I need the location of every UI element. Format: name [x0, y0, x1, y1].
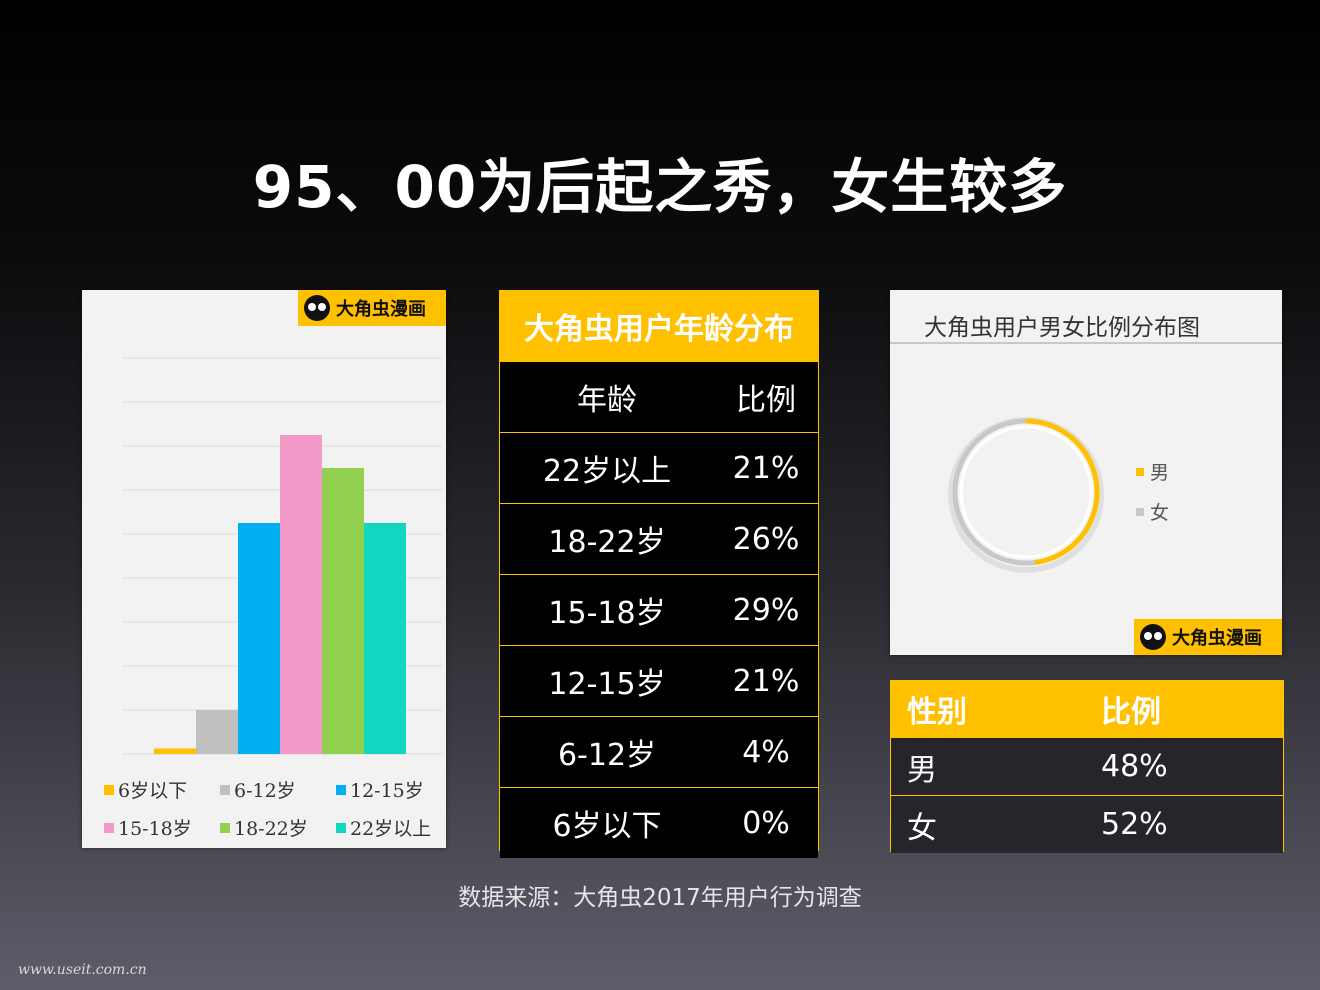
- gender-cell: 男: [907, 752, 937, 788]
- age-table-title: 大角虫用户年龄分布: [500, 291, 818, 361]
- table-row: 男 48%: [891, 737, 1283, 795]
- bar: [364, 523, 406, 754]
- bar: [196, 710, 238, 754]
- ratio-cell: 29%: [732, 592, 800, 628]
- table-row: 6岁以下 0%: [500, 787, 818, 858]
- brand-logo: 大角虫漫画: [1134, 619, 1282, 655]
- gender-table-header-row: 性别 比例: [891, 681, 1283, 737]
- pie-legend-item: 男: [1136, 458, 1169, 485]
- table-row: 12-15岁 21%: [500, 645, 818, 716]
- ratio-cell: 52%: [1101, 807, 1168, 842]
- legend-item: 6-12岁: [220, 776, 336, 803]
- bug-logo-icon: [304, 295, 330, 321]
- legend-item: 6岁以下: [104, 776, 220, 803]
- header-age: 年龄: [577, 383, 637, 418]
- age-cell: 18-22岁: [548, 525, 666, 560]
- legend-swatch: [220, 822, 230, 833]
- legend-item: 22岁以上: [336, 814, 452, 841]
- bar: [322, 468, 364, 754]
- ring-slice: [952, 418, 1036, 566]
- table-row: 6-12岁 4%: [500, 716, 818, 787]
- legend-item: 18-22岁: [220, 814, 336, 841]
- table-row: 女 52%: [891, 795, 1283, 853]
- table-row: 22岁以上 21%: [500, 432, 818, 503]
- legend-item: 15-18岁: [104, 814, 220, 841]
- legend-item: 12-15岁: [336, 776, 452, 803]
- watermark: www.useit.com.cn: [18, 962, 147, 978]
- age-cell: 22岁以上: [542, 454, 672, 489]
- age-cell: 6-12岁: [557, 738, 657, 773]
- pie-chart-title: 大角虫用户男女比例分布图: [924, 315, 1200, 341]
- legend-swatch: [220, 784, 230, 795]
- table-row: 15-18岁 29%: [500, 574, 818, 645]
- ratio-cell: 0%: [742, 805, 790, 841]
- legend-swatch: [336, 784, 346, 795]
- legend-swatch: [104, 784, 114, 795]
- legend-swatch: [1136, 507, 1144, 516]
- gender-pie-chart-card: 大角虫用户男女比例分布图 男 女 大角虫漫画: [890, 290, 1282, 655]
- ratio-cell: 48%: [1101, 749, 1168, 784]
- age-bar-chart: [122, 357, 442, 755]
- age-distribution-table: 大角虫用户年龄分布 年龄 比例 22岁以上 21% 18-22岁 26% 15-18…: [499, 290, 819, 858]
- ring-inner-highlight: [959, 425, 1093, 559]
- age-cell: 15-18岁: [548, 596, 666, 631]
- divider: [890, 342, 1282, 344]
- age-table-header-row: 年龄 比例: [500, 361, 818, 432]
- table-row: 18-22岁 26%: [500, 503, 818, 574]
- age-cell: 6岁以下: [552, 809, 662, 844]
- gender-ring-chart: [948, 417, 1104, 573]
- header-gender: 性别: [907, 695, 967, 730]
- bar: [238, 523, 280, 754]
- bug-logo-icon: [1140, 624, 1166, 650]
- pie-legend-item: 女: [1136, 498, 1169, 525]
- brand-logo: 大角虫漫画: [298, 290, 446, 326]
- data-source-note: 数据来源：大角虫2017年用户行为调查: [458, 885, 862, 911]
- age-bar-chart-card: 大角虫漫画 6岁以下 6-12岁 12-15岁 15-18岁 18-22岁 22…: [82, 290, 446, 848]
- bar: [280, 435, 322, 754]
- ring-slice: [1025, 418, 1100, 565]
- page-title: 95、00为后起之秀，女生较多: [252, 153, 1068, 221]
- header-ratio: 比例: [736, 383, 796, 418]
- ratio-cell: 26%: [732, 521, 800, 557]
- gender-cell: 女: [907, 810, 937, 846]
- legend-swatch: [104, 822, 114, 833]
- bar-legend-row-2: 15-18岁 18-22岁 22岁以上: [104, 814, 452, 841]
- ratio-cell: 21%: [732, 663, 800, 699]
- bar: [154, 748, 196, 754]
- legend-swatch: [336, 822, 346, 833]
- gender-ratio-table: 性别 比例 男 48% 女 52%: [890, 680, 1284, 853]
- legend-swatch: [1136, 467, 1144, 476]
- age-cell: 12-15岁: [548, 667, 666, 702]
- ratio-cell: 4%: [742, 734, 790, 770]
- bar-legend-row-1: 6岁以下 6-12岁 12-15岁: [104, 776, 452, 803]
- ratio-cell: 21%: [732, 450, 800, 486]
- header-ratio: 比例: [1101, 695, 1161, 730]
